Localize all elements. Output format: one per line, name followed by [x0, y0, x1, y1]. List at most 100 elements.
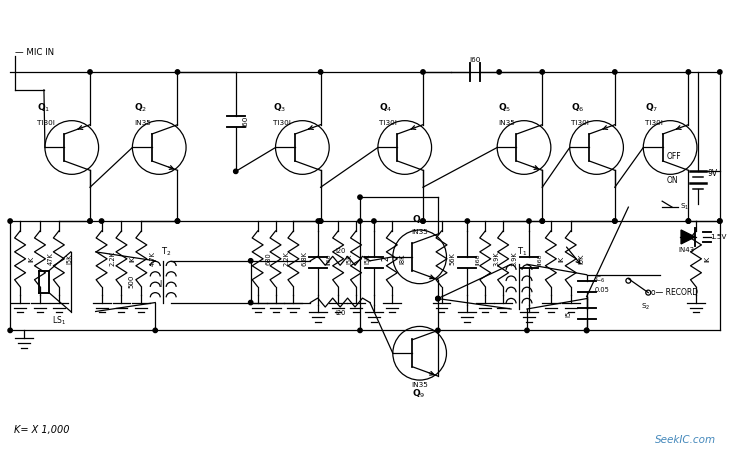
Text: 47K: 47K	[48, 252, 54, 265]
Text: I8K: I8K	[400, 254, 406, 264]
Circle shape	[613, 219, 617, 223]
Text: TI30I: TI30I	[571, 120, 588, 126]
Circle shape	[540, 70, 545, 74]
Text: I5K: I5K	[346, 254, 352, 264]
Text: Q$_9$: Q$_9$	[412, 388, 425, 401]
Text: T$_1$: T$_1$	[517, 246, 527, 258]
Text: IN35: IN35	[412, 382, 428, 388]
Circle shape	[249, 258, 253, 263]
Text: IN35: IN35	[135, 120, 151, 126]
Circle shape	[358, 195, 362, 199]
Circle shape	[585, 328, 588, 333]
Text: Q$_8$: Q$_8$	[412, 213, 425, 225]
Text: TI30I: TI30I	[273, 120, 290, 126]
Circle shape	[421, 219, 425, 223]
Circle shape	[497, 70, 501, 74]
Circle shape	[8, 219, 12, 223]
Text: o— RECORD: o— RECORD	[651, 288, 698, 297]
Circle shape	[525, 328, 529, 333]
Circle shape	[88, 219, 92, 223]
Circle shape	[358, 328, 362, 333]
Circle shape	[175, 219, 180, 223]
Circle shape	[686, 219, 691, 223]
Circle shape	[686, 70, 691, 74]
Polygon shape	[681, 230, 695, 244]
Circle shape	[718, 219, 722, 223]
Text: I: I	[159, 280, 162, 289]
Text: II60: II60	[475, 253, 480, 264]
Circle shape	[527, 219, 531, 223]
Text: II60: II60	[537, 253, 542, 264]
Circle shape	[718, 70, 722, 74]
Text: IN35: IN35	[412, 229, 428, 235]
Circle shape	[421, 219, 425, 223]
Circle shape	[88, 219, 92, 223]
Text: IN43: IN43	[678, 247, 694, 253]
Text: I20: I20	[335, 309, 345, 315]
Text: 6.8K: 6.8K	[301, 252, 307, 266]
Circle shape	[436, 297, 440, 301]
Text: I5: I5	[566, 310, 572, 317]
Text: I60: I60	[243, 116, 249, 127]
Circle shape	[358, 219, 362, 223]
Text: TI30I: TI30I	[37, 120, 55, 126]
Text: IK: IK	[28, 256, 34, 262]
Circle shape	[436, 328, 440, 333]
Text: LS$_1$: LS$_1$	[52, 314, 66, 327]
Text: Q$_3$: Q$_3$	[273, 102, 286, 114]
Circle shape	[421, 70, 425, 74]
Text: IK: IK	[558, 256, 565, 262]
Text: S$_1$: S$_1$	[680, 202, 689, 212]
Circle shape	[372, 219, 376, 223]
Text: Q$_1$: Q$_1$	[37, 102, 50, 114]
Circle shape	[686, 219, 691, 223]
Text: OFF: OFF	[666, 152, 681, 162]
Circle shape	[175, 219, 180, 223]
Text: 9V: 9V	[708, 169, 718, 179]
Circle shape	[613, 219, 617, 223]
Text: I0K: I0K	[579, 254, 585, 264]
Text: 3.9K: 3.9K	[493, 252, 499, 266]
Circle shape	[540, 219, 545, 223]
Text: TI30I: TI30I	[379, 120, 397, 126]
Circle shape	[99, 219, 104, 223]
Text: K= X 1,000: K= X 1,000	[14, 425, 69, 435]
Text: 1.5V: 1.5V	[710, 234, 727, 240]
Text: Q$_5$: Q$_5$	[498, 102, 512, 114]
Text: SeekIC.com: SeekIC.com	[655, 435, 716, 445]
Text: 4.7K: 4.7K	[149, 252, 155, 266]
Circle shape	[234, 169, 238, 174]
Text: I5K: I5K	[67, 254, 73, 264]
Circle shape	[465, 219, 469, 223]
Text: IK: IK	[704, 256, 710, 262]
Text: Q$_2$: Q$_2$	[135, 102, 148, 114]
Text: I20: I20	[335, 248, 345, 254]
Text: 2: 2	[382, 257, 391, 261]
Text: Q$_4$: Q$_4$	[379, 102, 393, 114]
Circle shape	[249, 300, 253, 305]
Text: S$_2$: S$_2$	[641, 302, 651, 312]
Circle shape	[613, 70, 617, 74]
Circle shape	[540, 219, 545, 223]
Circle shape	[585, 328, 588, 333]
Circle shape	[8, 328, 12, 333]
Text: 56K: 56K	[450, 252, 455, 265]
Circle shape	[88, 70, 92, 74]
Text: IN35: IN35	[498, 120, 515, 126]
Text: Q$_6$: Q$_6$	[571, 102, 584, 114]
Text: 2.2K: 2.2K	[110, 252, 115, 266]
Text: C$_6$: C$_6$	[594, 274, 605, 285]
Text: TI30I: TI30I	[645, 120, 663, 126]
Circle shape	[153, 328, 157, 333]
Circle shape	[175, 70, 180, 74]
Circle shape	[718, 219, 722, 223]
Text: 0.05: 0.05	[594, 286, 610, 293]
Text: 500: 500	[129, 275, 135, 288]
Text: IK: IK	[129, 256, 135, 262]
Text: — MIC IN: — MIC IN	[15, 48, 54, 56]
Text: 680: 680	[265, 252, 272, 265]
Text: I60: I60	[469, 57, 481, 63]
Text: Q$_7$: Q$_7$	[645, 102, 659, 114]
Text: I5K: I5K	[364, 254, 370, 264]
Text: 2.2K: 2.2K	[284, 252, 289, 266]
